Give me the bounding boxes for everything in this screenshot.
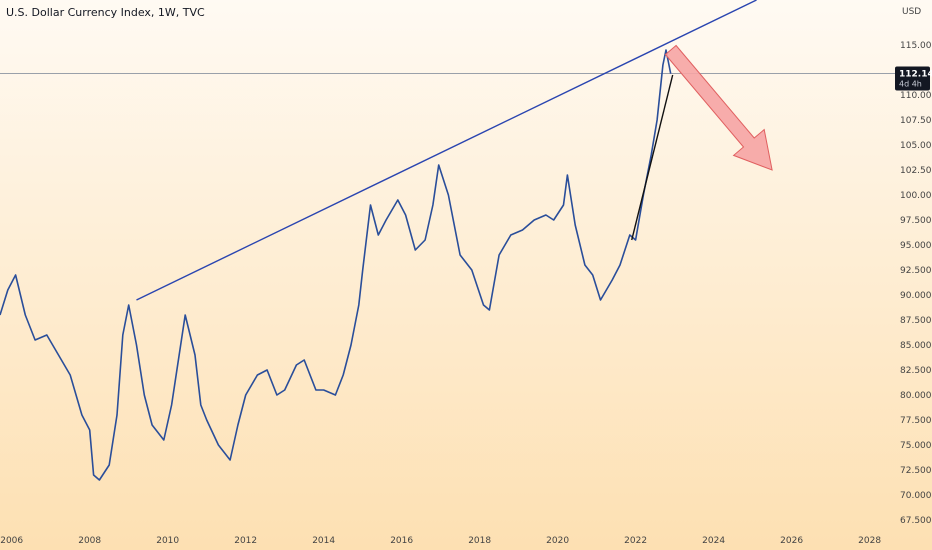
x-tick-label: 2008	[78, 536, 101, 546]
price-series-line	[0, 49, 672, 481]
y-tick-label: 102.500	[900, 166, 932, 176]
bar-countdown-label: 4d 4h	[899, 80, 922, 89]
x-tick-label: 2018	[468, 536, 491, 546]
x-tick-label: 2026	[780, 536, 803, 546]
x-tick-label: 2022	[624, 536, 647, 546]
y-tick-label: 85.000	[900, 341, 932, 351]
y-tick-label: 72.500	[900, 466, 932, 476]
y-tick-label: 70.000	[900, 491, 932, 501]
y-tick-label: 75.000	[900, 441, 932, 451]
current-price-label: 112.144	[899, 70, 932, 80]
x-tick-label: 2028	[858, 536, 881, 546]
y-tick-label: 110.000	[900, 91, 932, 101]
y-tick-label: 90.000	[900, 291, 932, 301]
y-axis-unit: USD	[902, 7, 921, 17]
x-tick-label: 2006	[0, 536, 23, 546]
y-tick-label: 87.500	[900, 316, 932, 326]
x-tick-label: 2014	[312, 536, 335, 546]
y-tick-label: 97.500	[900, 216, 932, 226]
y-tick-label: 107.500	[900, 116, 932, 126]
x-tick-label: 2010	[156, 536, 179, 546]
y-tick-label: 105.000	[900, 141, 932, 151]
chart-title: U.S. Dollar Currency Index, 1W, TVC	[6, 6, 205, 19]
y-tick-label: 92.500	[900, 266, 932, 276]
y-tick-label: 100.000	[900, 191, 932, 201]
x-tick-label: 2016	[390, 536, 413, 546]
down-arrow-annotation[interactable]	[664, 44, 773, 171]
resistance-trendline[interactable]	[136, 0, 757, 301]
x-tick-label: 2020	[546, 536, 569, 546]
y-tick-label: 80.000	[900, 391, 932, 401]
y-tick-label: 82.500	[900, 366, 932, 376]
support-trendline[interactable]	[631, 74, 674, 241]
price-tag	[895, 66, 930, 91]
y-tick-label: 115.000	[900, 41, 932, 51]
y-tick-label: 67.500	[900, 516, 932, 526]
y-tick-label: 95.000	[900, 241, 932, 251]
x-tick-label: 2024	[702, 536, 725, 546]
x-tick-label: 2012	[234, 536, 257, 546]
y-tick-label: 77.500	[900, 416, 932, 426]
